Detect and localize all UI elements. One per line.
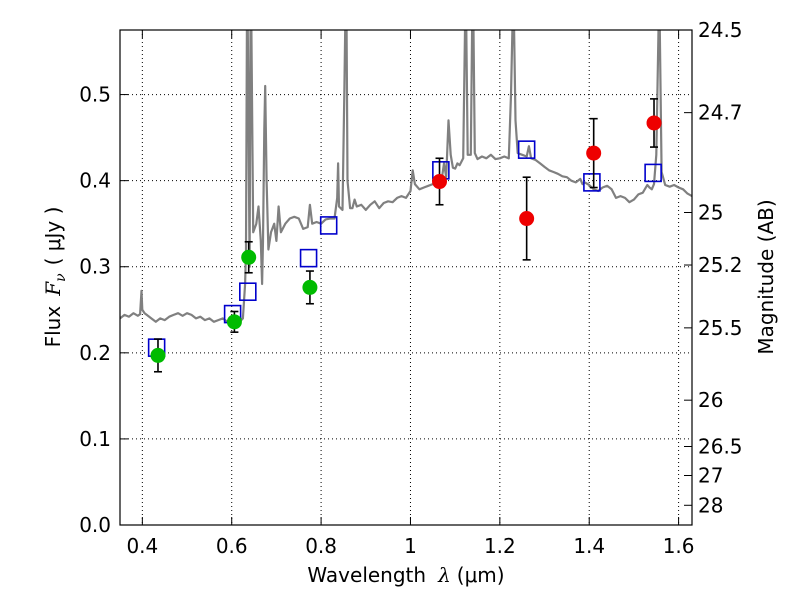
magnitude-tick-label: 24.5	[698, 18, 743, 42]
observed-flux-point	[150, 347, 166, 363]
magnitude-tick-label: 24.7	[698, 101, 743, 125]
observed-flux-point	[241, 249, 257, 265]
y-tick-label: 0.1	[79, 427, 111, 451]
observed-flux-point	[519, 211, 535, 227]
x-tick-label: 1.2	[484, 534, 516, 558]
y-tick-label: 0.2	[79, 341, 111, 365]
model-photometry-box	[299, 248, 318, 268]
magnitude-tick-label: 28	[698, 493, 723, 517]
model-photometry-box	[644, 163, 662, 183]
observed-flux-point	[432, 174, 448, 190]
magnitude-tick-label: 27	[698, 464, 723, 488]
observed-flux-point	[646, 115, 662, 131]
y2-axis-title: Magnitude (AB)	[754, 199, 778, 354]
y-tick-label: 0.4	[79, 169, 111, 193]
magnitude-tick-label: 26	[698, 388, 723, 412]
y-tick-label: 0.5	[79, 83, 111, 107]
magnitude-tick-label: 25	[698, 201, 723, 225]
y-tick-label: 0.3	[79, 255, 111, 279]
y-tick-label: 0.0	[79, 513, 111, 537]
axis-ticks	[120, 29, 692, 526]
plot-frame	[119, 29, 693, 526]
y-axis-title: FluxFν( μJy )	[41, 207, 69, 348]
observed-flux-point	[302, 279, 318, 295]
x-tick-label: 0.4	[126, 534, 158, 558]
model-photometry-box	[583, 173, 601, 192]
magnitude-tick-label: 26.5	[698, 434, 743, 458]
x-tick-label: 0.6	[216, 534, 248, 558]
magnitude-tick-label: 25.2	[698, 253, 743, 277]
x-tick-label: 1	[404, 534, 417, 558]
observed-flux-point	[226, 314, 242, 330]
model-photometry-box	[319, 216, 338, 235]
axis-tick-labels: 0.4 0.6 0.8 1 1.2 1.4 1.6 0.0 0.1 0.2 0.3 0.4 0.5 24.…	[79, 18, 742, 558]
plot-content	[120, 30, 692, 373]
observed-flux-point	[586, 145, 602, 161]
x-axis-title: Wavelength λ (μm)	[307, 563, 504, 587]
x-tick-label: 0.8	[305, 534, 337, 558]
model-photometry-box	[239, 282, 257, 302]
x-tick-label: 1.4	[573, 534, 605, 558]
grid-lines	[120, 30, 692, 526]
model-photometry-box	[517, 140, 536, 159]
magnitude-tick-label: 25.5	[698, 316, 743, 340]
spectrum-line	[120, 30, 692, 323]
x-tick-label: 1.6	[663, 534, 695, 558]
